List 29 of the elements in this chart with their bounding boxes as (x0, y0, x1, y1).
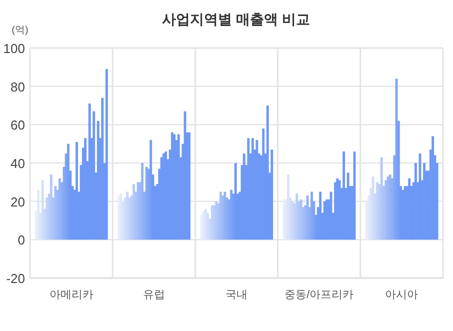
x-tick-label: 국내 (226, 289, 248, 301)
bar (141, 163, 144, 240)
x-tick-label: 유럽 (142, 289, 165, 301)
bar (234, 163, 237, 240)
bar (247, 138, 250, 240)
bar (150, 140, 152, 240)
bar (37, 190, 40, 240)
bar (105, 69, 108, 240)
bar (101, 98, 104, 240)
bar (342, 152, 346, 240)
bar (266, 106, 269, 240)
y-tick-label: 60 (10, 118, 25, 133)
y-tick-label: 80 (10, 79, 25, 94)
bar (46, 198, 48, 240)
x-tick-label: 아메리카 (49, 289, 94, 301)
bar (76, 142, 78, 240)
bar (188, 132, 190, 240)
chart-title: 사업지역별 매출액 비교 (162, 11, 310, 27)
bar (200, 214, 203, 240)
y-tick-label: 40 (10, 156, 25, 171)
bar (262, 128, 265, 240)
y-tick-label: 100 (3, 41, 25, 56)
y-tick-label: 0 (18, 232, 25, 248)
y-axis-title: (억) (12, 25, 28, 36)
y-tick-label: 20 (10, 194, 25, 210)
bar (319, 192, 322, 240)
x-tick-label: 아시아 (385, 289, 418, 301)
y-tick-label: -20 (6, 271, 25, 286)
x-tick-label: 중동/아프리카 (284, 289, 354, 301)
